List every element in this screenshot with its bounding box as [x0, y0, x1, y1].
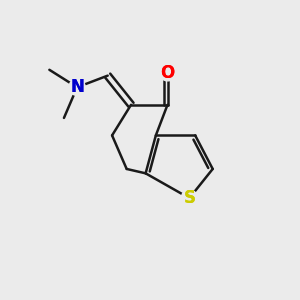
Text: N: N — [70, 78, 84, 96]
Text: N: N — [70, 78, 84, 96]
Text: S: S — [183, 189, 195, 207]
Text: S: S — [183, 189, 195, 207]
Circle shape — [181, 190, 197, 206]
Text: O: O — [160, 64, 175, 82]
Circle shape — [69, 79, 85, 95]
Circle shape — [159, 64, 176, 81]
Text: O: O — [160, 64, 175, 82]
